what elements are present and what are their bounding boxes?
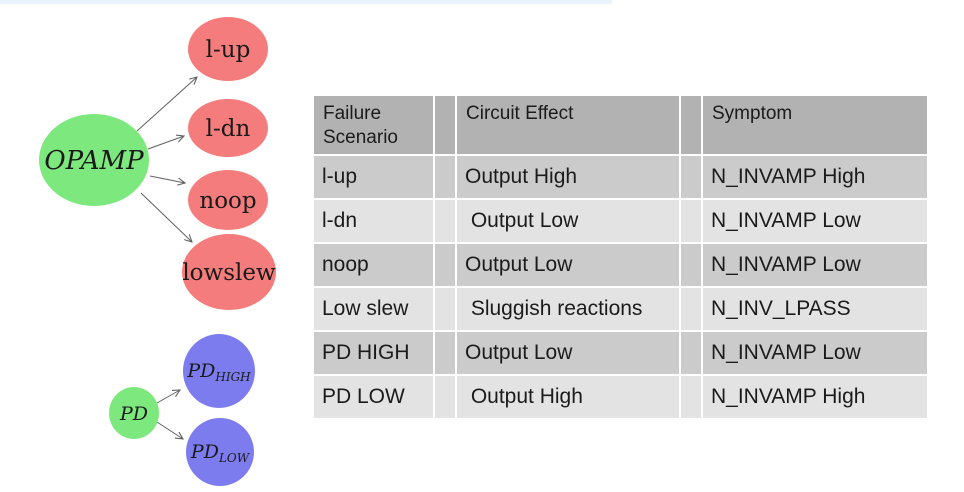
node-noop-label: noop (199, 188, 256, 214)
node-noop (188, 170, 268, 230)
row-spacer (435, 200, 455, 242)
edge-pd-pdlow (156, 421, 183, 439)
header-spacer-1 (435, 96, 455, 154)
edge-opamp-l-up (136, 77, 197, 132)
edge-opamp-noop (149, 175, 185, 183)
node-lowslew-label: lowslew (182, 260, 276, 286)
cell-effect: Output High (457, 156, 679, 198)
node-lowslew (182, 234, 276, 310)
row-spacer (435, 376, 455, 418)
cell-scenario: noop (314, 244, 433, 286)
row-spacer (681, 244, 701, 286)
row-spacer (681, 156, 701, 198)
node-pd-label: PD (119, 403, 148, 425)
node-pd-high (183, 334, 255, 408)
cell-symptom: N_INVAMP Low (703, 200, 927, 242)
cell-symptom: N_INVAMP High (703, 156, 927, 198)
fault-tree-diagram: OPAMP l-up l-dn noop lowslew PD PDHIGH P… (39, 17, 276, 486)
row-spacer (435, 288, 455, 330)
top-edge-strip (0, 0, 612, 4)
node-pd-high-label: PDHIGH (186, 360, 251, 384)
cell-scenario: Low slew (314, 288, 433, 330)
node-l-dn-label: l-dn (206, 116, 251, 142)
node-l-up-label: l-up (206, 37, 251, 63)
cell-symptom: N_INV_LPASS (703, 288, 927, 330)
cell-scenario: PD HIGH (314, 332, 433, 374)
edge-opamp-l-dn (147, 136, 184, 150)
cell-effect: Output Low (457, 332, 679, 374)
cell-effect: Output Low (457, 200, 679, 242)
row-spacer (681, 376, 701, 418)
row-spacer (681, 200, 701, 242)
row-spacer (435, 332, 455, 374)
row-spacer (435, 244, 455, 286)
row-spacer (681, 288, 701, 330)
node-pd-low-label: PDLOW (190, 441, 251, 465)
cell-effect: Sluggish reactions (457, 288, 679, 330)
edge-pd-pdhigh (156, 390, 180, 404)
row-spacer (435, 156, 455, 198)
cell-symptom: N_INVAMP Low (703, 332, 927, 374)
row-spacer (681, 332, 701, 374)
col-header-circuit-effect: Circuit Effect (457, 96, 679, 154)
col-header-symptom: Symptom (703, 96, 927, 154)
node-opamp-label: OPAMP (44, 146, 144, 176)
node-opamp (39, 114, 149, 206)
cell-effect: Output Low (457, 244, 679, 286)
cell-symptom: N_INVAMP High (703, 376, 927, 418)
cell-symptom: N_INVAMP Low (703, 244, 927, 286)
col-header-failure-scenario: Failure Scenario (314, 96, 433, 154)
cell-effect: Output High (457, 376, 679, 418)
node-l-dn (188, 99, 268, 157)
header-spacer-2 (681, 96, 701, 154)
cell-scenario: l-up (314, 156, 433, 198)
edge-opamp-lowslew (140, 192, 192, 242)
failure-scenario-table: Failure Scenario Circuit Effect Symptom … (314, 96, 927, 418)
node-pd-low (186, 418, 254, 486)
node-pd (109, 387, 159, 439)
node-l-up (188, 17, 268, 81)
cell-scenario: l-dn (314, 200, 433, 242)
cell-scenario: PD LOW (314, 376, 433, 418)
